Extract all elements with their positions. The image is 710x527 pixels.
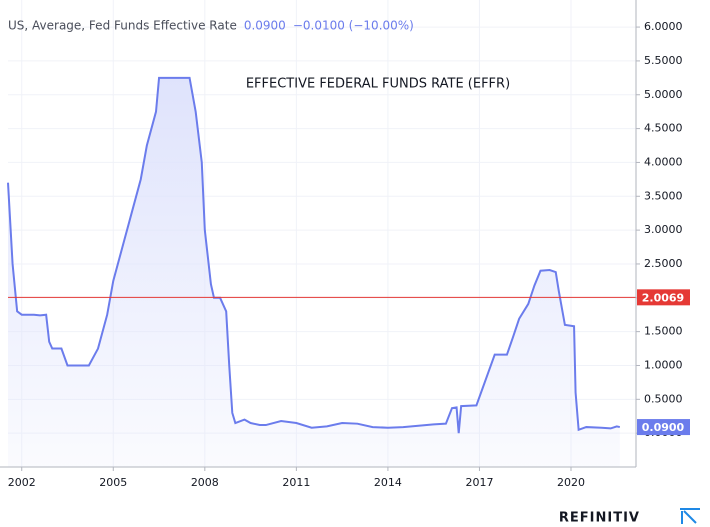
reference-label: 2.0069: [642, 291, 684, 304]
y-tick-label: 5.0000: [644, 88, 683, 101]
x-tick-label: 2008: [191, 476, 219, 489]
reference-tag: [637, 289, 690, 306]
plot: [7, 0, 636, 467]
y-tick-label: 4.0000: [644, 155, 683, 168]
y-tick-label: 6.0000: [644, 20, 683, 33]
y-tick-label: 5.5000: [644, 54, 683, 67]
y-tick-label: 2.5000: [644, 257, 683, 270]
x-tick-label: 2014: [374, 476, 402, 489]
y-tick-label: 1.5000: [644, 325, 683, 338]
y-tick-label: 4.5000: [644, 122, 683, 135]
annotation: EFFECTIVE FEDERAL FUNDS RATE (EFFR): [246, 77, 510, 92]
brand: REFINITIV: [559, 511, 640, 526]
y-tick-label: 1.0000: [644, 358, 683, 371]
header-value: 0.0900: [244, 19, 286, 33]
overlay: 0.00000.50001.00001.50002.00002.50003.00…: [0, 0, 690, 489]
last-value-label: 0.0900: [642, 421, 685, 434]
y-tick-label: 0.5000: [644, 392, 683, 405]
x-tick-label: 2017: [465, 476, 493, 489]
y-tick-label: 3.0000: [644, 223, 683, 236]
last-value-tag: [637, 419, 690, 436]
header-change: −0.0100 (−10.00%): [293, 19, 414, 33]
x-tick-label: 2002: [8, 476, 36, 489]
x-tick-label: 2005: [99, 476, 127, 489]
brand-logo: [680, 508, 700, 524]
line: [7, 76, 621, 434]
x-tick-label: 2011: [282, 476, 310, 489]
header-name: US, Average, Fed Funds Effective Rate: [8, 19, 237, 33]
y-tick-label: 3.5000: [644, 189, 683, 202]
area: [8, 77, 620, 467]
x-tick-label: 2020: [557, 476, 585, 489]
